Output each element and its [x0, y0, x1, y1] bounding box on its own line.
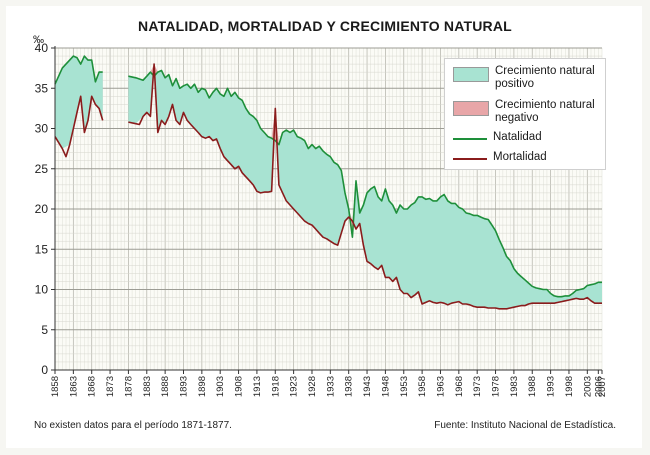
legend-item-natalidad: Natalidad — [453, 131, 603, 144]
legend-label-negative: Crecimiento natural negativo — [495, 99, 595, 124]
x-tick-label: 1893 — [178, 376, 189, 397]
y-tick-label: 15 — [35, 242, 49, 256]
positive-growth-fill — [128, 64, 602, 309]
x-tick-label: 1913 — [252, 376, 263, 397]
legend-item-positive: Crecimiento natural positivo — [453, 65, 605, 91]
chart-title: NATALIDAD, MORTALIDAD Y CRECIMIENTO NATU… — [138, 18, 512, 34]
y-axis-unit: ‰ — [33, 34, 44, 46]
legend-line-mortalidad — [453, 158, 487, 160]
x-tick-label: 1878 — [123, 376, 134, 397]
y-tick-label: 40 — [35, 41, 49, 55]
note-missing-data: No existen datos para el período 1871-18… — [34, 420, 232, 431]
x-tick-label: 1888 — [160, 376, 171, 397]
legend-label-positive: Crecimiento natural positivo — [495, 65, 595, 90]
y-tick-label: 35 — [35, 81, 49, 95]
y-tick-label: 10 — [35, 283, 49, 297]
x-tick-label: 1863 — [68, 376, 79, 397]
x-tick-label: 1933 — [325, 376, 336, 397]
y-tick-label: 30 — [35, 122, 49, 136]
x-tick-label: 1993 — [546, 376, 557, 397]
legend-swatch-positive — [453, 67, 489, 82]
x-tick-label: 1958 — [417, 376, 428, 397]
x-tick-label: 1978 — [491, 376, 502, 397]
x-tick-label: 1968 — [454, 376, 465, 397]
x-tick-label: 1883 — [142, 376, 153, 397]
legend-label-natalidad: Natalidad — [493, 131, 542, 143]
series-line-mortalidad — [54, 95, 104, 158]
x-tick-label: 1873 — [105, 376, 116, 397]
series-line-natalidad — [54, 55, 103, 85]
y-tick-label: 25 — [35, 162, 49, 176]
x-tick-label: 1868 — [87, 376, 98, 397]
x-tick-label: 1988 — [527, 376, 538, 397]
y-tick-label: 20 — [35, 202, 49, 216]
x-tick-labels: 1858 1863 1868 1873 1878 1883 1888 1893 1898 1903… — [50, 376, 608, 397]
y-tick-labels: 0 5 10 15 20 25 30 35 40 — [35, 41, 49, 377]
series-line-natalidad — [128, 69, 602, 298]
x-tick-label: 1983 — [509, 376, 520, 397]
x-tick-label: 1943 — [362, 376, 373, 397]
x-tick-label: 1923 — [289, 376, 300, 397]
x-tick-label: 2003 — [582, 376, 593, 397]
y-tick-label: 5 — [41, 323, 48, 337]
x-tick-label: 1973 — [472, 376, 483, 397]
legend-line-natalidad — [453, 138, 487, 140]
y-tick-label: 0 — [41, 363, 48, 377]
x-tick-label: 1928 — [307, 376, 318, 397]
axes — [51, 46, 603, 374]
x-tick-label: 1858 — [50, 376, 61, 397]
legend: Crecimiento natural positivo Crecimiento… — [444, 58, 606, 170]
x-tick-label: 1938 — [344, 376, 355, 397]
legend-item-mortalidad: Mortalidad — [453, 151, 603, 164]
series-line-mortalidad — [128, 63, 602, 310]
x-tick-label: 2006 — [593, 376, 604, 397]
legend-item-negative: Crecimiento natural negativo — [453, 99, 605, 125]
x-tick-label: 1918 — [270, 376, 281, 397]
x-tick-label: 1998 — [564, 376, 575, 397]
x-tick-label: 1948 — [380, 376, 391, 397]
series-lines — [54, 55, 602, 310]
x-tick-label: 1903 — [215, 376, 226, 397]
legend-swatch-negative — [453, 101, 489, 116]
x-tick-label: 1963 — [435, 376, 446, 397]
x-tick-label: 1898 — [197, 376, 208, 397]
note-source: Fuente: Instituto Nacional de Estadístic… — [434, 420, 616, 431]
x-tick-label: 1953 — [399, 376, 410, 397]
x-tick-label: 2007 — [597, 376, 608, 397]
x-tick-label: 1908 — [234, 376, 245, 397]
legend-label-mortalidad: Mortalidad — [493, 151, 547, 163]
